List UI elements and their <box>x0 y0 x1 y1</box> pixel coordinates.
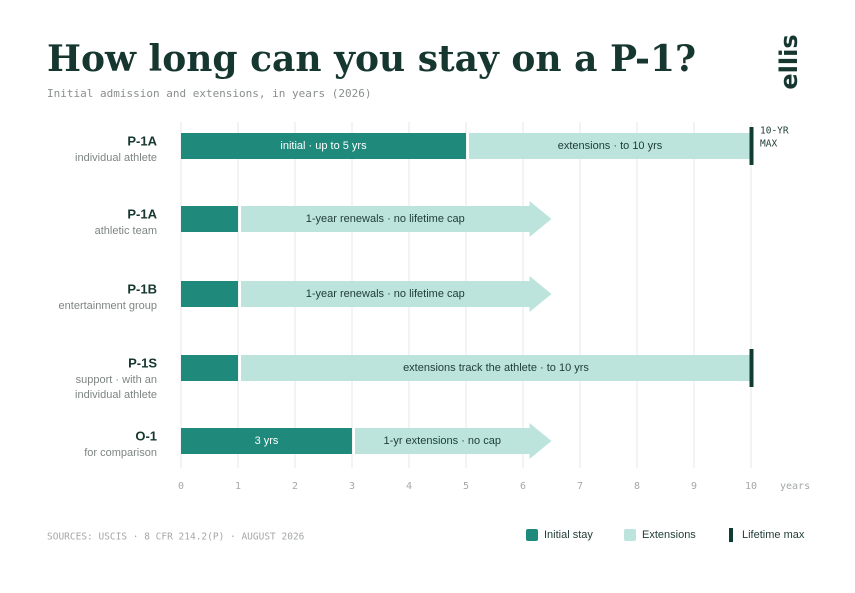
category-label: P-1A <box>127 206 157 221</box>
max-annotation: MAX <box>760 139 777 150</box>
x-tick-label: 9 <box>691 481 697 492</box>
category-label: P-1A <box>127 133 157 148</box>
max-annotation: 10-YR <box>760 126 789 137</box>
x-tick-label: 0 <box>178 481 184 492</box>
extension-arrow <box>355 423 552 459</box>
x-tick-label: 5 <box>463 481 469 492</box>
legend-label: Extensions <box>642 529 696 541</box>
legend-swatch <box>729 528 733 542</box>
initial-bar <box>181 281 238 307</box>
initial-bar <box>181 133 466 159</box>
category-label: P-1S <box>128 355 157 370</box>
segment-label: extensions track the athlete · to 10 yrs <box>403 362 589 374</box>
initial-bar <box>181 355 238 381</box>
x-tick-label: 2 <box>292 481 298 492</box>
legend-label: Initial stay <box>544 529 593 541</box>
extension-bar <box>241 355 751 381</box>
lifetime-max <box>749 127 754 165</box>
extension-bar <box>469 133 751 159</box>
segment-label: 1-year renewals · no lifetime cap <box>306 288 465 300</box>
category-sublabel: athletic team <box>95 225 157 237</box>
segment-label: 1-year renewals · no lifetime cap <box>306 213 465 225</box>
initial-bar <box>181 428 352 454</box>
x-tick-label: 10 <box>745 481 757 492</box>
legend-swatch <box>526 529 538 541</box>
x-tick-label: 6 <box>520 481 526 492</box>
segment-label: 3 yrs <box>255 435 279 447</box>
category-sublabel: individual athlete <box>75 389 157 401</box>
x-tick-label: 8 <box>634 481 640 492</box>
legend-label: Lifetime max <box>742 529 805 541</box>
segment-label: initial · up to 5 yrs <box>280 140 367 152</box>
category-label: P-1B <box>127 281 157 296</box>
x-axis-label: years <box>780 481 810 492</box>
logo: ellis <box>775 34 803 89</box>
category-sublabel: individual athlete <box>75 152 157 164</box>
lifetime-max <box>749 349 754 387</box>
segment-label: extensions · to 10 yrs <box>558 140 663 152</box>
subtitle: Initial admission and extensions, in yea… <box>47 87 372 100</box>
x-tick-label: 1 <box>235 481 241 492</box>
initial-bar <box>181 206 238 232</box>
x-tick-label: 7 <box>577 481 583 492</box>
legend-swatch <box>624 529 636 541</box>
category-sublabel: support · with an <box>76 374 157 386</box>
extension-arrow <box>241 201 552 237</box>
source: SOURCES: USCIS · 8 CFR 214.2(P) · AUGUST… <box>47 532 305 543</box>
category-sublabel: entertainment group <box>59 300 157 312</box>
extension-arrow <box>241 276 552 312</box>
x-tick-label: 3 <box>349 481 355 492</box>
segment-label: 1-yr extensions · no cap <box>384 435 501 447</box>
category-sublabel: for comparison <box>84 447 157 459</box>
chart-title: How long can you stay on a P-1? <box>47 38 696 80</box>
x-tick-label: 4 <box>406 481 412 492</box>
category-label: O-1 <box>135 428 157 443</box>
